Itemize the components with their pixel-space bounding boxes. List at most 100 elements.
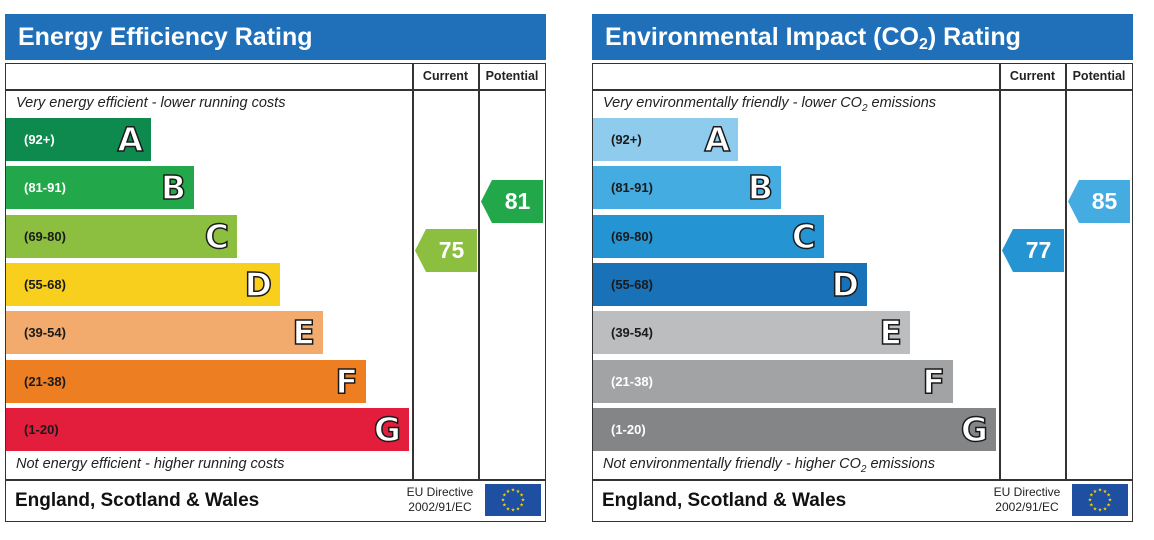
current-rating-arrow: 75 [415,228,477,272]
eu-star-icon: ★ [516,489,521,495]
eu-directive-line1: EU Directive [993,485,1061,499]
eu-star-icon: ★ [1093,489,1098,495]
eu-star-icon: ★ [519,503,524,509]
band-range: (1-20) [611,421,646,437]
band-letter: A [704,119,731,160]
band-range: (92+) [24,132,55,147]
region-label: England, Scotland & Wales [15,490,260,511]
band-d: (55-68) D [593,262,867,306]
band-range: (1-20) [24,421,59,437]
eu-directive-line2: 2002/91/EC [995,500,1059,514]
band-b: (81-91) B [593,166,781,210]
top-caption: Very energy efficient - lower running co… [16,95,286,111]
region-label: England, Scotland & Wales [602,490,847,511]
eu-star-icon: ★ [1093,506,1098,512]
header-divider [6,89,545,91]
current-column-header: Current [422,69,469,83]
band-range: (39-54) [24,325,66,341]
band-letter: E [879,312,903,353]
eu-star-icon: ★ [1089,503,1094,509]
eu-star-icon: ★ [511,488,516,494]
band-a: (92+) A [593,118,738,161]
eu-star-icon: ★ [519,493,524,499]
chart-title: Energy Efficiency Rating [5,14,546,60]
bottom-caption: Not environmentally friendly - higher CO… [603,456,935,475]
column-divider [478,64,480,479]
band-letter: D [244,264,273,305]
band-range: (55-68) [24,276,66,292]
band-letter: G [960,409,989,450]
environmental-impact-chart: Environmental Impact (CO2) Rating Curren… [592,14,1133,522]
band-letter: G [373,409,402,450]
eu-star-icon: ★ [516,506,521,512]
band-c: (69-80) C [6,214,237,258]
band-letter: E [292,312,316,353]
eu-star-icon: ★ [506,506,511,512]
top-caption: Very environmentally friendly - lower CO… [603,95,937,114]
band-a: (92+) A [6,118,151,161]
column-divider [412,64,414,479]
band-d: (55-68) D [6,262,280,306]
potential-rating-value: 85 [1091,188,1118,215]
band-range: (39-54) [611,325,653,341]
current-column-header: Current [1009,69,1056,83]
eu-star-icon: ★ [1106,493,1111,499]
band-range: (55-68) [611,276,653,292]
band-range: (92+) [611,132,642,147]
eu-star-icon: ★ [521,498,526,504]
band-letter: C [791,216,817,257]
current-rating-value: 77 [1025,236,1052,263]
band-range: (21-38) [611,373,653,389]
band-letter: C [204,216,230,257]
eu-star-icon: ★ [1089,493,1094,499]
column-divider [999,64,1001,479]
eu-star-icon: ★ [501,498,506,504]
chart-title: Environmental Impact (CO2) Rating [592,14,1133,60]
eu-star-icon: ★ [1106,503,1111,509]
header-divider [593,89,1132,91]
band-range: (21-38) [24,373,66,389]
eu-flag-icon: ★ ★★★★★★★★★★★ [485,484,541,516]
eu-directive-line1: EU Directive [406,485,474,499]
band-letter: B [747,168,774,209]
eu-directive-line2: 2002/91/EC [408,500,472,514]
band-letter: B [160,168,187,209]
eu-star-icon: ★ [1103,489,1108,495]
band-c: (69-80) C [593,214,824,258]
potential-rating-arrow: 81 [481,180,543,224]
current-rating-arrow: 77 [1002,228,1064,272]
potential-column-header: Potential [485,69,539,83]
bottom-caption: Not energy efficient - higher running co… [16,456,285,472]
band-letter: A [117,119,144,160]
band-range: (69-80) [24,228,66,244]
band-range: (81-91) [24,180,66,196]
band-range: (81-91) [611,180,653,196]
band-range: (69-80) [611,228,653,244]
band-g: (1-20) G [6,407,409,451]
energy-efficiency-chart: Energy Efficiency Rating Current Potenti… [5,14,546,522]
band-letter: D [831,264,860,305]
eu-star-icon: ★ [502,503,507,509]
eu-directive-text: EU Directive 2002/91/EC [401,485,479,515]
band-g: (1-20) G [593,407,996,451]
current-rating-value: 75 [438,236,465,263]
chart-frame: Current Potential Very energy efficient … [5,63,546,522]
band-f: (21-38) F [593,359,953,403]
footer-divider [593,479,1132,481]
band-b: (81-91) B [6,166,194,210]
chart-frame: Current Potential Very environmentally f… [592,63,1133,522]
band-letter: F [335,361,359,402]
eu-star-icon: ★ [502,493,507,499]
band-letter: F [922,361,946,402]
eu-star-icon: ★ [1088,498,1093,504]
eu-star-icon: ★ [506,489,511,495]
eu-star-icon: ★ [511,508,516,514]
column-divider [1065,64,1067,479]
potential-rating-value: 81 [504,188,531,215]
potential-column-header: Potential [1072,69,1126,83]
eu-directive-text: EU Directive 2002/91/EC [988,485,1066,515]
band-f: (21-38) F [6,359,366,403]
footer-divider [6,479,545,481]
eu-star-icon: ★ [1098,488,1103,494]
band-e: (39-54) E [6,311,323,355]
